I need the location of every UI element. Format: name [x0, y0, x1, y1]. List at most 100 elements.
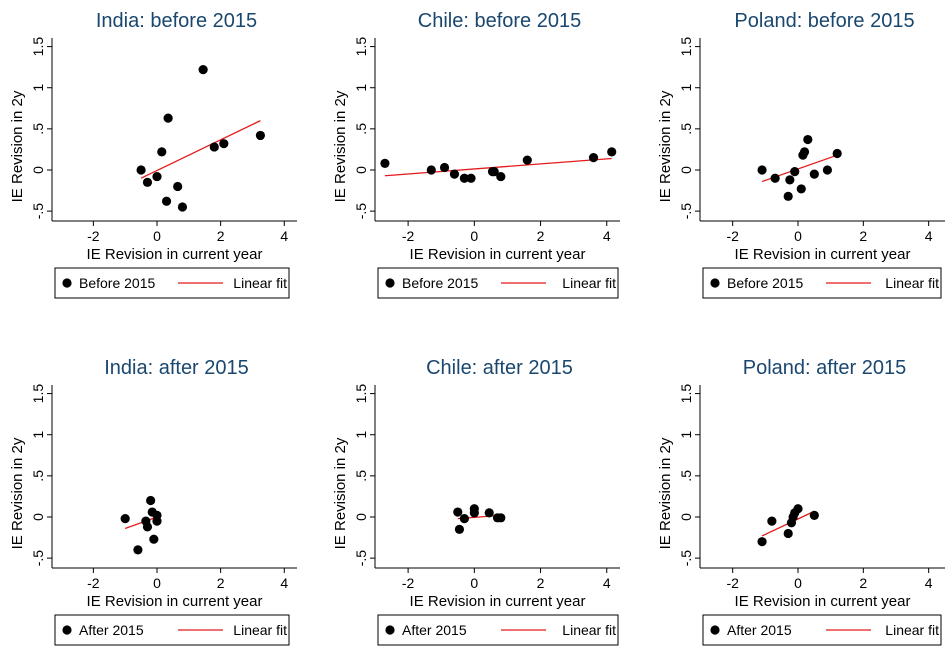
legend-point-marker [385, 625, 395, 635]
legend-point-label: Before 2015 [727, 275, 803, 291]
x-tick-label: 4 [280, 575, 288, 591]
x-tick-label: -2 [726, 228, 739, 244]
y-axis-title: IE Revision in 2y [657, 437, 674, 549]
y-tick-label: 1.5 [678, 384, 694, 404]
data-point [783, 191, 793, 201]
y-tick-label: -.5 [678, 203, 694, 220]
linear-fit-line [384, 157, 612, 177]
y-tick-label: .5 [30, 470, 46, 482]
panel-title: India: before 2015 [96, 10, 257, 32]
data-point [142, 522, 153, 532]
legend-box [54, 267, 290, 299]
data-point [783, 528, 793, 539]
y-tick-label: 0 [30, 513, 46, 521]
legend-box [377, 614, 619, 646]
y-tick-label: 1 [30, 431, 46, 439]
x-tick-label: 4 [603, 575, 611, 591]
data-point [163, 113, 173, 123]
x-tick-label: 0 [153, 575, 161, 591]
x-tick-label: 0 [794, 575, 802, 591]
panel-title: Chile: after 2015 [426, 357, 573, 379]
data-point [453, 507, 463, 517]
data-point [152, 516, 162, 526]
legend-point-marker [62, 625, 72, 635]
x-tick-label: -2 [87, 228, 100, 244]
data-point [209, 142, 219, 152]
y-axis-title: IE Revision in 2y [332, 437, 349, 549]
y-tick-label: .5 [353, 123, 369, 135]
data-point [219, 139, 229, 149]
x-tick-label: 0 [153, 228, 161, 244]
data-point [767, 516, 777, 526]
legend: Before 2015 Linear fit [377, 267, 619, 299]
legend: After 2015 Linear fit [377, 614, 619, 646]
y-tick-label: 1 [678, 84, 694, 92]
data-point [588, 153, 599, 163]
y-tick-label: -.5 [30, 203, 46, 220]
y-tick-label: 1 [353, 84, 369, 92]
y-tick-label: 0 [353, 166, 369, 174]
x-axis-title: IE Revision in current year [410, 593, 586, 610]
legend-point-label: After 2015 [79, 622, 144, 638]
data-point [449, 169, 460, 179]
legend-fit-label: Linear fit [562, 622, 616, 638]
data-point [484, 508, 494, 518]
data-point [496, 513, 506, 523]
legend-point-marker [385, 278, 395, 288]
legend-point-label: Before 2015 [402, 275, 478, 291]
legend-point-label: After 2015 [402, 622, 467, 638]
y-tick-label: 1.5 [353, 37, 369, 57]
x-axis-title: IE Revision in current year [735, 246, 911, 263]
data-point [161, 196, 172, 206]
data-point [459, 173, 469, 183]
data-point [809, 169, 819, 179]
x-axis-title: IE Revision in current year [87, 593, 263, 610]
panel: Chile: before 2015 -2 0 2 4 -.5 0 .5 1 1.5 IE Revi… [332, 10, 620, 299]
legend: After 2015 Linear fit [702, 614, 942, 646]
legend-box [54, 614, 290, 646]
linear-fit-line [124, 516, 158, 530]
data-point [120, 514, 130, 524]
y-tick-label: 1.5 [678, 37, 694, 57]
x-tick-label: 4 [603, 228, 611, 244]
legend: After 2015 Linear fit [54, 614, 290, 646]
y-tick-label: 0 [353, 513, 369, 521]
data-point [793, 504, 803, 514]
x-tick-label: 2 [217, 575, 225, 591]
legend-point-label: Before 2015 [79, 275, 155, 291]
data-point [426, 165, 436, 175]
data-point [136, 165, 146, 175]
legend-fit-label: Linear fit [562, 275, 616, 291]
y-tick-label: .5 [678, 470, 694, 482]
data-point [469, 508, 479, 518]
x-tick-label: 4 [925, 575, 933, 591]
data-point [152, 171, 162, 182]
panel-title: India: after 2015 [104, 357, 249, 379]
y-tick-label: 0 [678, 166, 694, 174]
data-point [173, 181, 183, 192]
panel-title: Chile: before 2015 [418, 10, 581, 32]
legend-fit-label: Linear fit [885, 275, 939, 291]
data-point [822, 165, 833, 175]
panel: Poland: after 2015 -2 0 2 4 -.5 0 .5 1 1.5 IE Revi… [657, 357, 945, 646]
x-tick-label: 2 [859, 228, 867, 244]
y-tick-label: .5 [30, 123, 46, 135]
data-point [832, 148, 842, 159]
x-axis-title: IE Revision in current year [87, 246, 263, 263]
x-tick-label: 2 [217, 228, 225, 244]
data-point [607, 147, 617, 157]
y-tick-label: 1 [678, 431, 694, 439]
y-tick-label: -.5 [353, 550, 369, 567]
y-axis-title: IE Revision in 2y [657, 90, 674, 202]
linear-fit-line [140, 120, 261, 179]
y-axis-title: IE Revision in 2y [332, 90, 349, 202]
panel: India: before 2015 -2 0 2 4 -.5 0 .5 1 1.5 IE Revi… [9, 10, 297, 299]
panel: Poland: before 2015 -2 0 2 4 -.5 0 .5 1 1.5 IE Rev… [657, 10, 945, 299]
data-point [149, 534, 159, 544]
y-tick-label: 0 [678, 513, 694, 521]
legend: Before 2015 Linear fit [54, 267, 290, 299]
data-point [803, 134, 813, 145]
panel: India: after 2015 -2 0 2 4 -.5 0 .5 1 1.5 IE Revis… [9, 357, 297, 646]
data-point [809, 510, 819, 520]
x-tick-label: -2 [402, 228, 415, 244]
